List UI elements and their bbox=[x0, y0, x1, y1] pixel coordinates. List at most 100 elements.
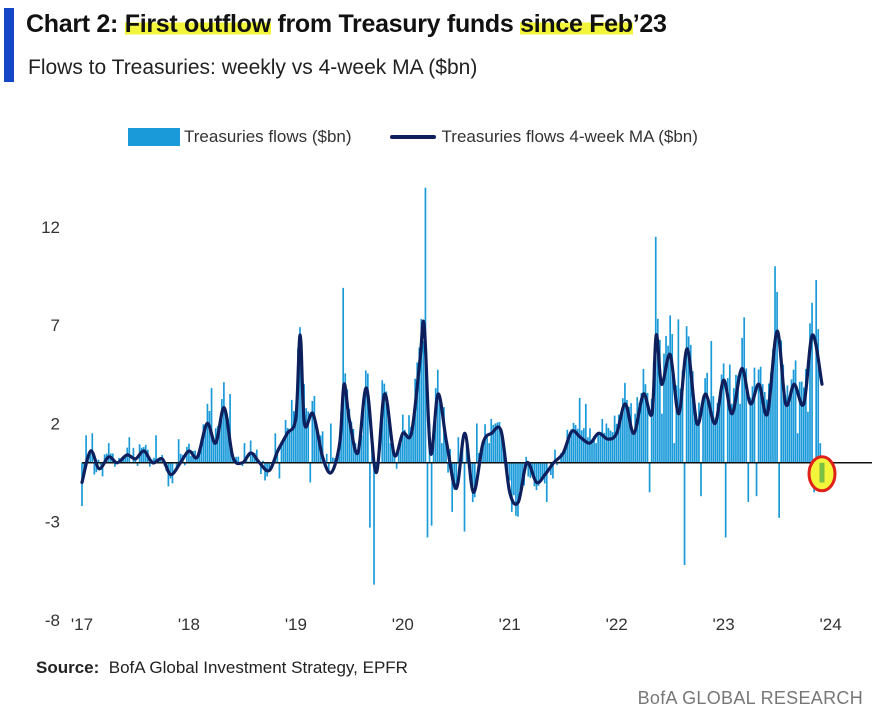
flow-bar-148 bbox=[385, 391, 388, 463]
y-tick-label: 2 bbox=[51, 415, 60, 434]
flow-bar-63 bbox=[210, 388, 213, 463]
flow-bar-226 bbox=[545, 462, 548, 503]
flow-bar-231 bbox=[556, 462, 558, 466]
flow-bar-292 bbox=[681, 370, 684, 463]
flow-bar-338 bbox=[776, 291, 778, 463]
flow-bar-157 bbox=[404, 429, 406, 463]
flow-bar-140 bbox=[369, 462, 371, 528]
flow-bar-79 bbox=[243, 443, 246, 463]
flow-bar-25 bbox=[132, 447, 135, 463]
flow-bar-253 bbox=[601, 418, 604, 463]
flow-bar-67 bbox=[218, 427, 221, 463]
flow-bar-101 bbox=[288, 429, 291, 463]
flow-bar-255 bbox=[605, 423, 608, 463]
flow-bar-329 bbox=[757, 369, 760, 463]
flow-bar-131 bbox=[350, 421, 353, 463]
flow-bar-33 bbox=[149, 462, 151, 467]
flow-bar-308 bbox=[714, 417, 717, 463]
flow-bar-202 bbox=[496, 422, 499, 463]
flow-bar-280 bbox=[656, 318, 659, 463]
flow-bar-317 bbox=[733, 388, 735, 463]
flow-bar-221 bbox=[535, 462, 538, 491]
flow-bar-83 bbox=[251, 453, 254, 463]
flow-bar-149 bbox=[387, 405, 390, 463]
flow-bar-13 bbox=[107, 443, 110, 463]
flow-bar-137 bbox=[362, 399, 365, 463]
marker-bar bbox=[819, 462, 825, 483]
title-highlight-first-outflow: First outflow bbox=[124, 10, 271, 38]
flow-bar-29 bbox=[140, 447, 143, 463]
flow-bar-358 bbox=[817, 329, 820, 463]
flow-bar-299 bbox=[696, 420, 698, 463]
flow-bar-122 bbox=[332, 457, 334, 463]
flow-bar-27 bbox=[136, 462, 139, 466]
flow-bar-277 bbox=[650, 398, 653, 463]
flow-bar-331 bbox=[761, 384, 764, 463]
flow-bar-134 bbox=[356, 453, 359, 463]
flow-bar-120 bbox=[327, 462, 330, 472]
last-point-marker bbox=[807, 455, 837, 493]
flow-bar-191 bbox=[473, 462, 476, 498]
flow-bar-258 bbox=[611, 432, 614, 463]
flow-bar-150 bbox=[389, 443, 392, 463]
flow-bar-247 bbox=[589, 428, 591, 463]
flow-bar-211 bbox=[515, 462, 517, 516]
flow-bar-186 bbox=[463, 462, 466, 532]
flow-bar-208 bbox=[508, 462, 511, 481]
flow-bar-263 bbox=[622, 398, 624, 463]
flow-bar-273 bbox=[642, 368, 645, 463]
flow-bar-127 bbox=[342, 287, 345, 463]
flow-bar-251 bbox=[597, 432, 600, 463]
flow-bar-0 bbox=[81, 462, 83, 507]
flow-bar-328 bbox=[755, 462, 758, 497]
flow-bar-163 bbox=[416, 362, 419, 463]
flow-bar-291 bbox=[679, 388, 682, 463]
flow-bar-274 bbox=[644, 384, 647, 463]
flow-bar-223 bbox=[539, 462, 542, 481]
flow-bar-352 bbox=[805, 369, 807, 463]
x-tick-label: '24 bbox=[820, 615, 842, 634]
flow-bar-117 bbox=[321, 431, 324, 463]
flow-bar-316 bbox=[731, 403, 733, 463]
flow-bar-142 bbox=[373, 462, 375, 585]
flow-bar-9 bbox=[99, 462, 102, 466]
flow-bar-254 bbox=[603, 432, 606, 463]
flow-bar-239 bbox=[572, 422, 575, 463]
flow-bar-230 bbox=[554, 449, 556, 463]
flow-bar-147 bbox=[383, 383, 386, 463]
flow-bar-357 bbox=[815, 280, 818, 463]
bars-series bbox=[81, 187, 822, 585]
flow-bar-16 bbox=[114, 462, 116, 467]
flow-bar-115 bbox=[317, 434, 320, 463]
flow-bar-110 bbox=[307, 411, 310, 463]
flow-bar-246 bbox=[587, 437, 589, 463]
flow-bar-302 bbox=[702, 396, 704, 463]
source-label: Source: bbox=[36, 658, 100, 677]
flow-bar-284 bbox=[665, 335, 667, 463]
flow-bar-283 bbox=[663, 353, 665, 463]
flow-bar-298 bbox=[693, 403, 696, 463]
flow-bar-200 bbox=[492, 424, 495, 463]
flow-bar-322 bbox=[743, 317, 746, 463]
flow-bar-72 bbox=[229, 394, 231, 463]
flow-bar-138 bbox=[364, 370, 367, 463]
flow-bar-311 bbox=[720, 374, 723, 463]
x-axis: '17 '18 '19 '20 '21 '22 '23 '24 bbox=[71, 615, 842, 634]
flow-bar-347 bbox=[794, 360, 797, 463]
flow-bar-268 bbox=[632, 431, 634, 463]
flow-bar-256 bbox=[607, 427, 610, 463]
flow-bar-196 bbox=[484, 424, 486, 463]
flow-bar-42 bbox=[167, 462, 170, 487]
flow-bar-139 bbox=[367, 373, 369, 463]
flow-bar-111 bbox=[309, 462, 312, 483]
flow-bar-70 bbox=[225, 414, 227, 463]
flow-bar-119 bbox=[325, 453, 328, 463]
chart-legend: Treasuries flows ($bn) Treasuries flows … bbox=[128, 127, 698, 147]
y-axis: 12 7 2 -3 -8 bbox=[41, 218, 60, 630]
flow-bar-214 bbox=[521, 462, 523, 483]
flow-bar-94 bbox=[274, 433, 277, 463]
flow-bar-320 bbox=[739, 403, 741, 463]
flow-bar-50 bbox=[183, 462, 186, 466]
x-tick-label: '18 bbox=[178, 615, 200, 634]
y-tick-label: -3 bbox=[45, 513, 60, 532]
